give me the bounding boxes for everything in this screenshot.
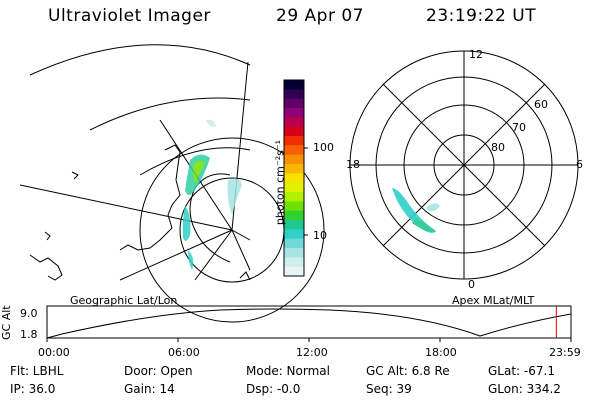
timeline-xtick-1800: 18:00: [425, 346, 457, 359]
lon-line-1: [19, 184, 233, 231]
colorbar-cell: [284, 126, 304, 137]
info-glon: GLon: 334.2: [488, 382, 561, 396]
colorbar-cell: [284, 117, 304, 128]
colorbar-cell: [284, 80, 304, 90]
colorbar-cell: [284, 210, 304, 221]
colorbar-cell: [284, 192, 304, 202]
info-door: Door: Open: [124, 364, 193, 378]
colorbar-unit-label: photon cm⁻²s⁻¹: [273, 139, 287, 226]
lon-line-7: [231, 229, 251, 241]
lon-line-4: [119, 229, 233, 281]
info-ip: IP: 36.0: [10, 382, 56, 396]
info-mode: Mode: Normal: [246, 364, 330, 378]
colorbar-cell: [284, 248, 304, 258]
colorbar-cell: [284, 154, 304, 165]
mlat-label-60: 60: [534, 98, 548, 111]
mlt-label-18: 18: [346, 158, 360, 171]
polar-plot: [349, 50, 579, 280]
timeline-xtick-1200: 12:00: [296, 346, 328, 359]
lon-line-5: [194, 229, 233, 281]
colorbar: [283, 79, 308, 277]
colorbar-cell: [284, 173, 304, 184]
colorbar-gradient: [284, 80, 304, 277]
info-flt: Flt: LBHL: [10, 364, 64, 378]
coastlines: [29, 144, 251, 281]
colorbar-cell: [284, 136, 304, 146]
colorbar-cell: [284, 98, 304, 109]
colorbar-cell: [284, 145, 304, 156]
polar-aurora: [392, 188, 440, 233]
colorbar-cell: [284, 220, 304, 230]
mlt-label-6: 6: [576, 158, 583, 171]
info-glat: GLat: -67.1: [488, 364, 555, 378]
timeline-ticks: [46, 338, 572, 342]
timeline-frame: [46, 305, 572, 339]
geo-aurora: [182, 119, 242, 270]
colorbar-cell: [284, 257, 304, 268]
timeline-xtick-0000: 00:00: [38, 346, 70, 359]
mlat-label-70: 70: [512, 121, 526, 134]
timeline-ytick-9: 9.0: [20, 307, 38, 320]
colorbar-cell: [284, 201, 304, 212]
mlt-label-12: 12: [469, 48, 483, 61]
info-seq: Seq: 39: [366, 382, 412, 396]
gc-altitude-curve: [46, 308, 572, 339]
colorbar-tick-label-10: 10: [313, 229, 327, 242]
polar-plot-label: Apex MLat/MLT: [452, 294, 535, 307]
date-title: 29 Apr 07: [276, 6, 364, 26]
colorbar-cell: [284, 108, 304, 118]
geo-map-label: Geographic Lat/Lon: [70, 294, 178, 307]
info-gain: Gain: 14: [124, 382, 175, 396]
mlt-label-0: 0: [468, 278, 475, 291]
colorbar-cell: [284, 238, 304, 249]
lon-line-6: [231, 229, 251, 271]
info-dsp: Dsp: -0.0: [246, 382, 301, 396]
colorbar-cell: [284, 229, 304, 240]
lat-circle-outer: [139, 137, 325, 323]
colorbar-cell: [284, 182, 304, 193]
time-title: 23:19:22 UT: [426, 6, 537, 26]
info-gcalt: GC Alt: 6.8 Re: [366, 364, 450, 378]
instrument-title: Ultraviolet Imager: [48, 6, 211, 26]
lat-arc-mid: [89, 97, 251, 131]
timeline-ylabel: GC Alt: [0, 305, 13, 340]
lat-arc-outer: [29, 44, 251, 76]
timeline-xtick-2359: 23:59: [549, 346, 581, 359]
mlat-label-80: 80: [491, 141, 505, 154]
colorbar-frame: [283, 79, 305, 277]
colorbar-cell: [284, 266, 304, 277]
timeline-ytick-1-8: 1.8: [20, 328, 38, 341]
timeline-xtick-0600: 06:00: [168, 346, 200, 359]
colorbar-cell: [284, 164, 304, 174]
colorbar-tick-label-100: 100: [313, 141, 334, 154]
colorbar-cell: [284, 89, 304, 100]
timeline-plot: [46, 305, 572, 342]
